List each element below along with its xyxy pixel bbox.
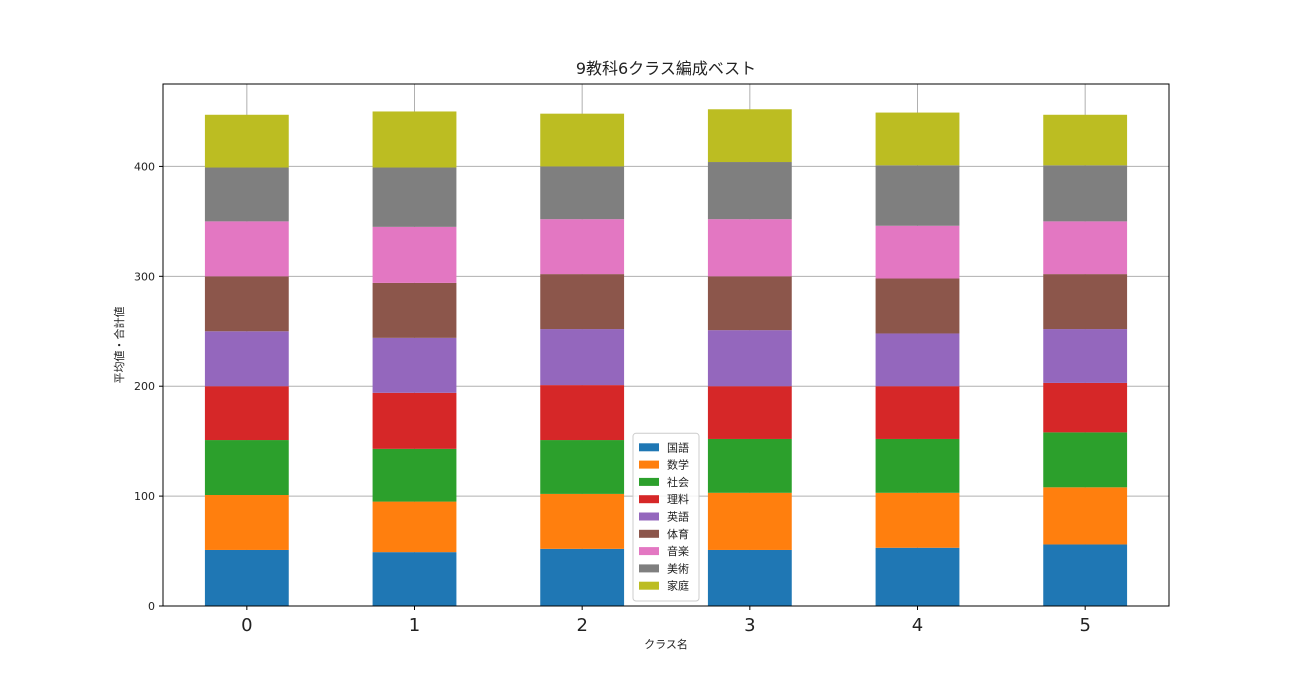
bar-class-2-series-7 xyxy=(540,166,625,220)
bar-class-0-series-5 xyxy=(204,276,289,332)
bar-class-5-series-4 xyxy=(1043,329,1128,383)
bar-class-5-series-0 xyxy=(1043,544,1128,606)
bar-class-2-series-6 xyxy=(540,219,625,275)
x-tick-label: 2 xyxy=(576,615,587,636)
bar-class-2-series-5 xyxy=(540,274,625,330)
bar-class-3-series-3 xyxy=(707,386,792,439)
legend-swatch xyxy=(639,495,659,504)
bar-class-5-series-2 xyxy=(1043,432,1128,488)
bar-class-0-series-2 xyxy=(204,440,289,496)
legend-swatch xyxy=(639,564,659,573)
bar-class-3-series-7 xyxy=(707,162,792,220)
y-axis-title: 平均値・合計値 xyxy=(112,307,126,384)
bar-class-2-series-3 xyxy=(540,385,625,441)
bar-class-1-series-0 xyxy=(372,552,457,606)
bar-class-3-series-0 xyxy=(707,549,792,606)
bar-class-1-series-3 xyxy=(372,392,457,449)
x-tick-label: 0 xyxy=(241,615,252,636)
legend-label: 美術 xyxy=(667,562,689,575)
bar-class-1-series-4 xyxy=(372,337,457,393)
bar-class-1-series-6 xyxy=(372,226,457,283)
bar-class-4-series-0 xyxy=(875,547,960,606)
bar-class-1-series-5 xyxy=(372,282,457,338)
y-tick-label: 400 xyxy=(134,160,155,173)
bar-class-3-series-1 xyxy=(707,492,792,550)
legend-swatch xyxy=(639,477,659,486)
bar-class-1-series-8 xyxy=(372,111,457,168)
bar-class-2-series-2 xyxy=(540,440,625,494)
legend-swatch xyxy=(639,547,659,556)
legend-swatch xyxy=(639,581,659,590)
bar-class-5-series-7 xyxy=(1043,165,1128,222)
y-tick-label: 0 xyxy=(148,600,155,613)
bars-layer xyxy=(204,109,1128,606)
bar-class-5-series-1 xyxy=(1043,487,1128,545)
legend-swatch xyxy=(639,512,659,521)
bar-class-4-series-5 xyxy=(875,278,960,334)
x-tick-label: 3 xyxy=(744,615,755,636)
bar-class-2-series-8 xyxy=(540,113,625,167)
bar-class-0-series-7 xyxy=(204,167,289,222)
bar-class-3-series-8 xyxy=(707,109,792,163)
bar-class-4-series-7 xyxy=(875,165,960,226)
bar-class-0-series-0 xyxy=(204,549,289,606)
bar-class-2-series-1 xyxy=(540,493,625,549)
y-tick-label: 100 xyxy=(134,490,155,503)
x-tick-label: 4 xyxy=(912,615,923,636)
y-tick-label: 300 xyxy=(134,270,155,283)
legend-label: 英語 xyxy=(667,510,689,524)
bar-class-2-series-0 xyxy=(540,548,625,606)
bar-class-3-series-5 xyxy=(707,276,792,331)
legend-swatch xyxy=(639,529,659,538)
legend-swatch xyxy=(639,443,659,452)
legend-label: 家庭 xyxy=(667,579,689,593)
bar-class-4-series-8 xyxy=(875,112,960,166)
y-tick-label: 200 xyxy=(134,380,155,393)
legend-label: 国語 xyxy=(667,440,689,454)
legend-label: 理料 xyxy=(667,492,689,506)
bar-class-3-series-6 xyxy=(707,219,792,277)
legend-label: 体育 xyxy=(667,527,689,541)
bar-class-1-series-7 xyxy=(372,167,457,227)
bar-class-0-series-6 xyxy=(204,221,289,277)
chart-title: 9教科6クラス編成ベスト xyxy=(576,59,756,78)
ticks-layer: 0 100 200 300 400 0 1 2 3 4 5 xyxy=(134,160,1091,636)
bar-class-0-series-3 xyxy=(204,386,289,441)
bar-class-4-series-1 xyxy=(875,492,960,548)
x-tick-label: 5 xyxy=(1079,615,1090,636)
bar-class-2-series-4 xyxy=(540,329,625,386)
bar-class-5-series-8 xyxy=(1043,114,1128,166)
legend-label: 社会 xyxy=(667,475,689,489)
x-axis-title: クラス名 xyxy=(644,637,688,651)
bar-class-0-series-8 xyxy=(204,114,289,168)
bar-class-5-series-3 xyxy=(1043,382,1128,433)
bar-class-4-series-2 xyxy=(875,438,960,493)
bar-class-0-series-4 xyxy=(204,331,289,387)
bar-class-0-series-1 xyxy=(204,495,289,550)
bar-class-3-series-4 xyxy=(707,330,792,387)
plot-frame xyxy=(162,83,1170,607)
bar-class-3-series-2 xyxy=(707,438,792,493)
bar-class-1-series-2 xyxy=(372,448,457,502)
legend-label: 数学 xyxy=(667,458,689,472)
bar-class-5-series-6 xyxy=(1043,221,1128,275)
legend-swatch xyxy=(639,460,659,469)
bar-class-4-series-4 xyxy=(875,333,960,387)
bar-class-1-series-1 xyxy=(372,501,457,553)
bar-class-5-series-5 xyxy=(1043,274,1128,330)
legend-label: 音楽 xyxy=(667,544,689,558)
legend-box xyxy=(632,432,700,602)
x-tick-label: 1 xyxy=(409,615,420,636)
bar-class-4-series-6 xyxy=(875,225,960,279)
bar-class-4-series-3 xyxy=(875,386,960,439)
